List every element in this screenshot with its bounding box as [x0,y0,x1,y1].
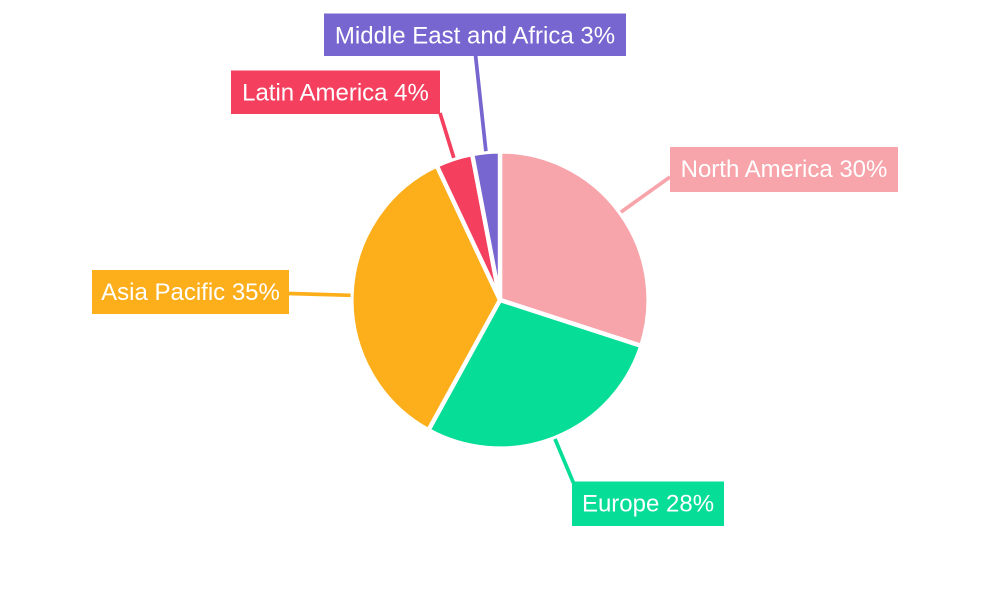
svg-text:Middle East and Africa 3%: Middle East and Africa 3% [335,23,615,50]
svg-text:Europe 28%: Europe 28% [582,491,714,518]
svg-text:Asia Pacific 35%: Asia Pacific 35% [101,279,280,306]
svg-text:Latin America 4%: Latin America 4% [242,80,429,107]
svg-text:North America 30%: North America 30% [681,156,888,183]
